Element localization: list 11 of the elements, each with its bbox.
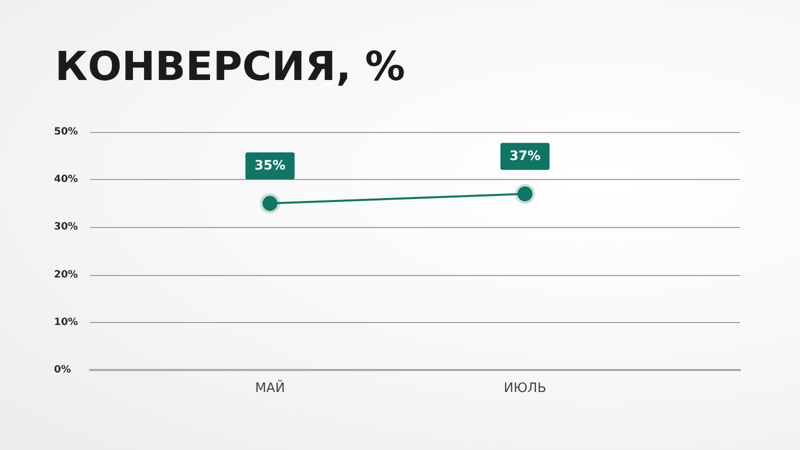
x-tick-label: МАЙ: [255, 379, 285, 396]
y-tick-label: 30%: [54, 222, 78, 233]
x-tick-label: ИЮЛЬ: [504, 381, 546, 396]
data-label: 37%: [509, 148, 541, 164]
chart-title: КОНВЕРСИЯ, %: [55, 44, 406, 90]
y-tick-label: 10%: [54, 316, 78, 328]
y-tick-label: 50%: [54, 126, 78, 138]
data-label: 35%: [254, 158, 286, 174]
y-tick-label: 0%: [54, 364, 71, 376]
y-tick-label: 40%: [54, 174, 78, 186]
y-tick-label: 20%: [54, 269, 78, 280]
